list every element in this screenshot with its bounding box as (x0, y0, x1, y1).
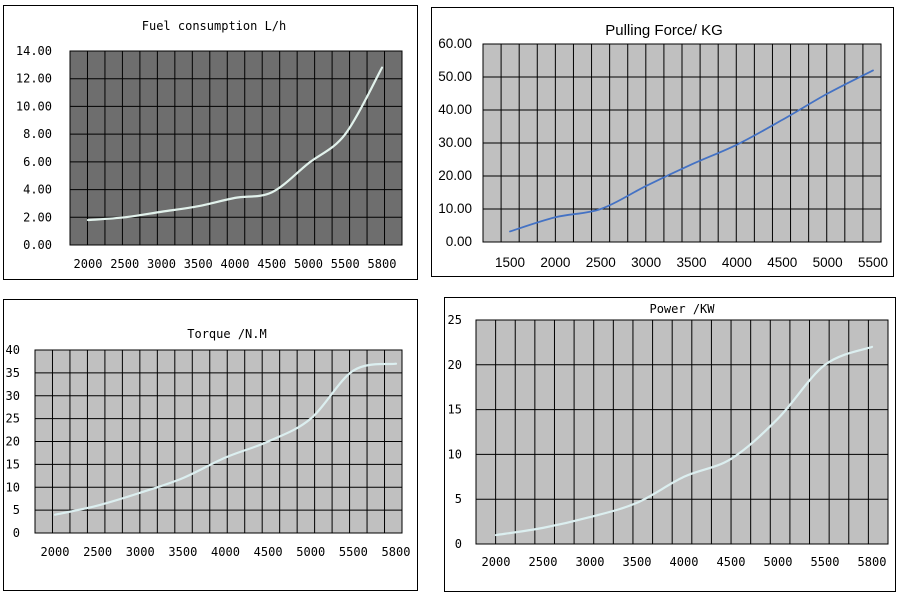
x-tick-label: 4500 (767, 255, 797, 270)
y-tick-label: 12.00 (16, 72, 52, 86)
x-tick-label: 3500 (676, 255, 706, 270)
y-tick-label: 5 (13, 503, 20, 517)
x-tick-label: 4000 (211, 545, 240, 559)
x-tick-label: 4500 (254, 545, 283, 559)
x-tick-label: 2500 (83, 545, 112, 559)
y-tick-label: 20 (6, 435, 20, 449)
x-tick-label: 5500 (331, 257, 360, 271)
torque-chart: 0 5 10 15 20 25 30 35 40 2000 2500 3000 3500 4000 4500… (3, 299, 418, 591)
y-tick-label: 20.00 (438, 168, 472, 183)
y-tick-label: 35 (6, 366, 20, 380)
y-tick-label: 2.00 (23, 210, 52, 224)
x-tick-label: 3000 (576, 555, 605, 569)
pulling-force-chart: 0.00 10.00 20.00 30.00 40.00 50.00 60.00 1500 20… (431, 7, 894, 277)
chart-title: Fuel consumption L/h (142, 19, 287, 33)
x-tick-label: 4500 (257, 257, 286, 271)
x-tick-label: 2000 (482, 555, 511, 569)
chart-title: Power /KW (649, 302, 715, 316)
power-chart-svg: 0 5 10 15 20 25 2000 2500 3000 3500 4000 4500 5000 55… (448, 302, 889, 569)
power-chart: 0 5 10 15 20 25 2000 2500 3000 3500 4000 4500 5000 55… (444, 297, 896, 592)
y-tick-label: 8.00 (23, 127, 52, 141)
y-tick-label: 10 (6, 480, 20, 494)
y-tick-label: 40.00 (438, 102, 472, 117)
x-tick-label: 5000 (296, 545, 325, 559)
torque-chart-svg: 0 5 10 15 20 25 30 35 40 2000 2500 3000 3500 4000 4500… (6, 327, 411, 559)
y-tick-label: 0.00 (446, 234, 472, 249)
x-tick-label: 5500 (811, 555, 840, 569)
pulling-force-chart-svg: 0.00 10.00 20.00 30.00 40.00 50.00 60.00 1500 20… (438, 22, 888, 270)
x-tick-label: 5800 (382, 545, 411, 559)
y-tick-label: 60.00 (438, 36, 472, 51)
x-tick-label: 3500 (623, 555, 652, 569)
y-tick-label: 10.00 (438, 201, 472, 216)
x-tick-label: 1500 (495, 255, 525, 270)
x-tick-label: 4000 (221, 257, 250, 271)
y-tick-label: 0.00 (23, 238, 52, 252)
y-tick-label: 10 (448, 447, 462, 461)
y-tick-label: 40 (6, 343, 20, 357)
y-tick-label: 10.00 (16, 99, 52, 113)
fuel-consumption-chart: 0.00 2.00 4.00 6.00 8.00 10.00 12.00 14.00 2000 2… (3, 5, 418, 280)
series-line (494, 345, 874, 537)
x-tick-label: 5000 (294, 257, 323, 271)
y-tick-label: 14.00 (16, 44, 52, 58)
chart-title: Torque /N.M (187, 327, 266, 341)
plot-border (482, 43, 882, 243)
y-tick-label: 30.00 (438, 135, 472, 150)
y-tick-label: 0 (455, 537, 462, 551)
y-tick-label: 25 (6, 412, 20, 426)
x-tick-label: 2000 (74, 257, 103, 271)
x-tick-label: 5500 (339, 545, 368, 559)
x-tick-label: 5800 (858, 555, 887, 569)
x-tick-label: 3000 (147, 257, 176, 271)
y-tick-label: 6.00 (23, 155, 52, 169)
x-tick-label: 4000 (722, 255, 752, 270)
x-tick-label: 5000 (813, 255, 843, 270)
x-tick-label: 2500 (586, 255, 616, 270)
plot-border (475, 319, 889, 545)
y-tick-label: 15 (6, 457, 20, 471)
x-tick-label: 2000 (540, 255, 570, 270)
x-tick-label: 5800 (368, 257, 397, 271)
plot-border (34, 349, 403, 534)
x-tick-label: 4500 (717, 555, 746, 569)
y-tick-label: 5 (455, 492, 462, 506)
x-tick-label: 4000 (670, 555, 699, 569)
y-tick-label: 4.00 (23, 183, 52, 197)
x-tick-label: 2500 (529, 555, 558, 569)
y-tick-label: 15 (448, 403, 462, 417)
fuel-consumption-chart-svg: 0.00 2.00 4.00 6.00 8.00 10.00 12.00 14.00 2000 2… (16, 19, 403, 271)
y-tick-label: 30 (6, 389, 20, 403)
plot-area (476, 320, 888, 544)
x-tick-label: 5000 (764, 555, 793, 569)
x-tick-label: 2500 (110, 257, 139, 271)
x-tick-label: 5500 (858, 255, 888, 270)
y-tick-label: 20 (448, 358, 462, 372)
x-tick-label: 3500 (184, 257, 213, 271)
plot-border (69, 50, 403, 246)
x-tick-label: 3000 (126, 545, 155, 559)
y-tick-label: 0 (13, 526, 20, 540)
x-tick-label: 3500 (168, 545, 197, 559)
plot-area (70, 51, 402, 245)
series-line (53, 362, 398, 516)
y-tick-label: 50.00 (438, 69, 472, 84)
x-tick-label: 3000 (631, 255, 661, 270)
series-line (86, 66, 384, 222)
x-tick-label: 2000 (41, 545, 70, 559)
chart-title: Pulling Force/ KG (605, 22, 723, 39)
y-tick-label: 25 (448, 313, 462, 327)
